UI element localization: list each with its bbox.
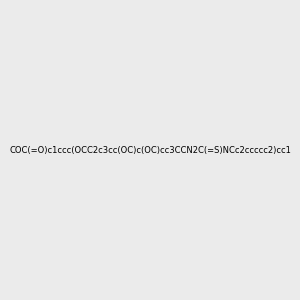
Text: COC(=O)c1ccc(OCC2c3cc(OC)c(OC)cc3CCN2C(=S)NCc2ccccc2)cc1: COC(=O)c1ccc(OCC2c3cc(OC)c(OC)cc3CCN2C(=… [9, 146, 291, 154]
